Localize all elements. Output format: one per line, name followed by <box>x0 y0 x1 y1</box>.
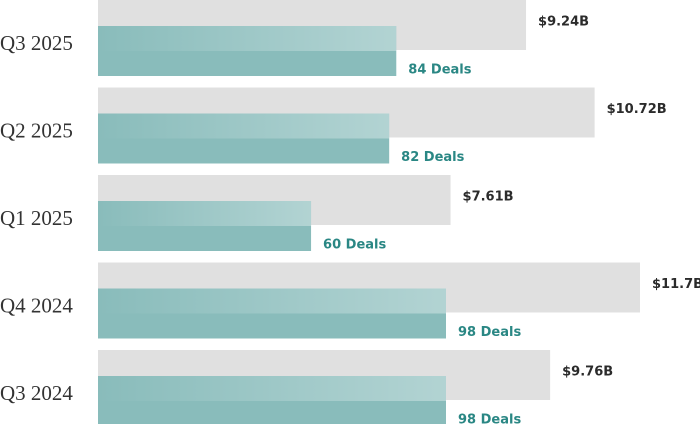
deals-bar-sheen <box>98 288 446 314</box>
value-label: $9.24B <box>538 15 589 30</box>
deals-label: 98 Deals <box>458 325 521 340</box>
deals-label: 60 Deals <box>323 238 386 253</box>
value-label: $10.72B <box>607 102 667 117</box>
deals-bar-sheen <box>98 113 390 139</box>
value-label: $7.61B <box>463 190 514 205</box>
deals-bar-sheen <box>98 201 312 226</box>
deals-bar-sheen <box>98 376 446 401</box>
category-label: Q1 2025 <box>0 206 73 230</box>
category-label: Q3 2025 <box>0 31 73 55</box>
deals-bar-sheen <box>98 26 397 51</box>
deals-label: 82 Deals <box>401 150 464 165</box>
category-label: Q3 2024 <box>0 381 73 405</box>
category-label: Q4 2024 <box>0 293 73 317</box>
value-label: $9.76B <box>562 365 613 380</box>
deals-label: 84 Deals <box>408 63 471 78</box>
category-label: Q2 2025 <box>0 118 73 142</box>
value-label: $11.7B <box>652 277 700 292</box>
deals-label: 98 Deals <box>458 413 521 424</box>
